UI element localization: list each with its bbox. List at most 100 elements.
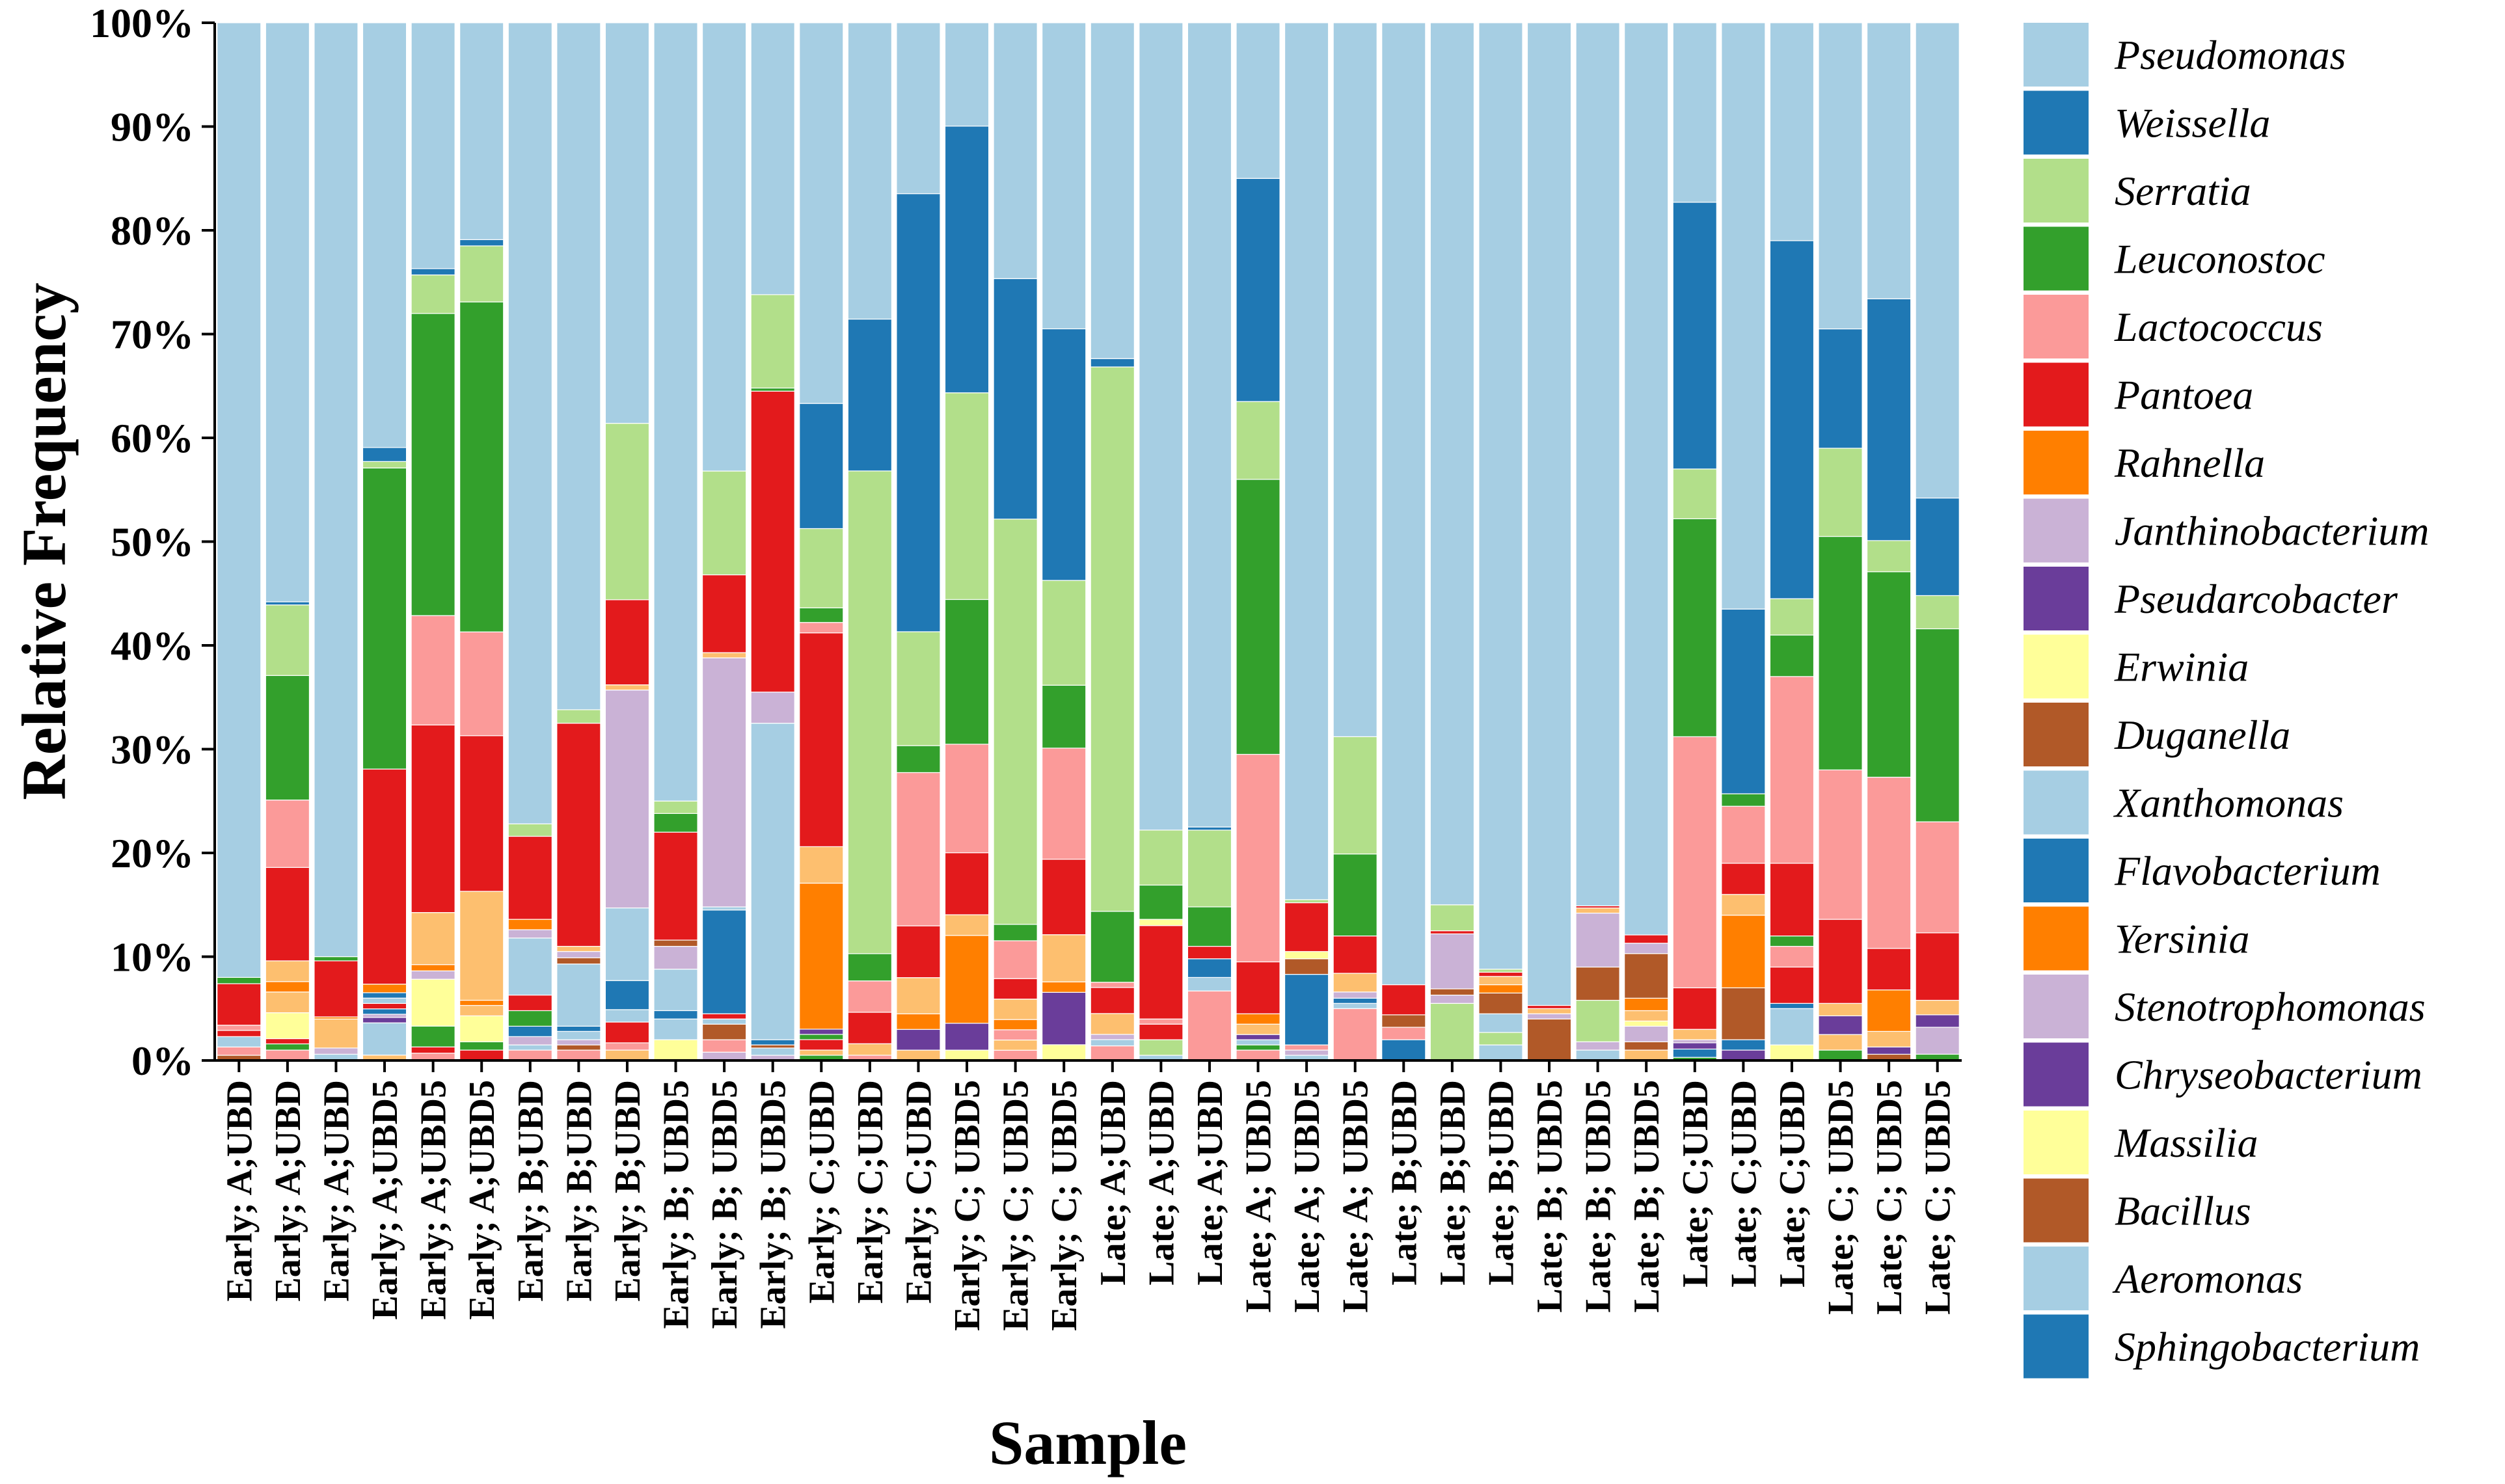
bar-17-segment-3: [1042, 934, 1087, 982]
x-tick-label: Early; B;UBD: [511, 1080, 551, 1302]
bar-0-segment-4: [217, 1025, 262, 1031]
bar-27-segment-3: [1526, 1005, 1572, 1009]
y-tick-label: 100%: [90, 0, 194, 46]
bar-29-segment-1: [1624, 1041, 1669, 1051]
legend-label: Chryseobacterium: [2115, 1052, 2422, 1098]
bar-9-segment-7: [653, 813, 698, 833]
bar-0-segment-3: [217, 1030, 262, 1037]
bar-33-segment-1: [1818, 1034, 1863, 1051]
bar-12-segment-8: [799, 622, 844, 634]
bar-14-segment-4: [896, 925, 941, 978]
bar-13-segment-4: [847, 953, 893, 982]
bar-20-segment-2: [1187, 958, 1232, 978]
bar-31-segment-0: [1721, 1049, 1766, 1061]
bar-35-segment-2: [1915, 1014, 1960, 1028]
bar-19-segment-3: [1139, 1018, 1184, 1025]
bar-16-segment-9: [993, 278, 1038, 520]
bar-3-segment-7: [362, 992, 407, 999]
bar-3-segment-8: [362, 984, 407, 993]
bar-12-segment-11: [799, 403, 844, 530]
bar-35-segment-3: [1915, 999, 1960, 1016]
x-tick-label: Early; C; UBD5: [996, 1080, 1036, 1331]
x-tick-label: Late; A; UBD5: [1239, 1080, 1279, 1313]
bar-30-segment-10: [1672, 22, 1717, 203]
bar-20-segment-0: [1187, 990, 1232, 1061]
bar-10-segment-2: [701, 1023, 747, 1040]
bar-11-segment-4: [750, 723, 795, 1040]
bar-6-segment-1: [508, 1044, 552, 1051]
bar-34-segment-6: [1866, 571, 1912, 778]
bar-32-segment-11: [1769, 22, 1815, 241]
x-tick-label: Late; C; UBD5: [1821, 1080, 1862, 1315]
bar-29-segment-3: [1624, 1020, 1669, 1027]
bar-23-segment-4: [1333, 973, 1377, 993]
bar-24-segment-0: [1381, 1039, 1426, 1061]
bar-30-segment-1: [1672, 1048, 1717, 1058]
bar-26-segment-0: [1478, 1044, 1523, 1061]
bar-6-segment-9: [508, 835, 552, 920]
bar-5-segment-2: [459, 1015, 504, 1042]
bar-24-segment-1: [1381, 1027, 1426, 1040]
bar-33-segment-7: [1818, 448, 1863, 537]
bar-16-segment-8: [993, 519, 1038, 925]
bar-18-segment-9: [1090, 22, 1135, 359]
bar-30-segment-6: [1672, 736, 1717, 988]
bar-4-segment-12: [411, 22, 455, 269]
bar-33-segment-6: [1818, 535, 1863, 771]
legend-swatch: [2024, 226, 2089, 291]
bar-13-segment-1: [847, 1043, 893, 1056]
y-ticks-group: 0% 10% 20% 30% 40% 50% 60% 70% 80% 90% 100%: [90, 0, 215, 1084]
x-tick-label: Late; B; UBD5: [1578, 1080, 1619, 1313]
x-tick-label: Late; A;UBD: [1141, 1080, 1182, 1286]
bar-22-segment-3: [1284, 974, 1329, 1046]
bar-14-segment-7: [896, 631, 941, 746]
bar-15-segment-1: [944, 1023, 990, 1051]
bar-4-segment-11: [411, 268, 455, 276]
bar-17-segment-6: [1042, 684, 1087, 749]
bar-8-segment-4: [604, 980, 650, 1010]
bar-11-segment-7: [750, 387, 795, 392]
bar-33-segment-0: [1818, 1049, 1863, 1061]
bar-6-segment-7: [508, 929, 552, 939]
bar-11-segment-6: [750, 390, 795, 693]
bar-25-segment-2: [1429, 988, 1475, 996]
legend-label: Duganella: [2114, 712, 2290, 758]
bar-2-segment-4: [314, 960, 359, 1018]
bar-4-segment-8: [411, 615, 455, 725]
bar-10-segment-3: [701, 1018, 747, 1025]
x-tick-label: Early; B; UBD5: [657, 1080, 697, 1329]
bar-4-segment-10: [411, 274, 455, 314]
bar-7-segment-0: [556, 1049, 601, 1061]
bar-21-segment-6: [1236, 961, 1280, 1014]
bar-26-segment-8: [1478, 22, 1523, 970]
bar-4-segment-7: [411, 724, 455, 913]
bar-7-segment-10: [556, 709, 601, 724]
bar-19-segment-5: [1139, 919, 1184, 926]
bar-32-segment-1: [1769, 1008, 1815, 1046]
legend-swatch: [2024, 1111, 2089, 1174]
bar-35-segment-7: [1915, 595, 1960, 630]
bar-17-segment-5: [1042, 748, 1087, 860]
bar-23-segment-2: [1333, 997, 1377, 1004]
bar-3-segment-3: [362, 1014, 407, 1018]
bar-3-segment-5: [362, 1003, 407, 1010]
bar-30-segment-9: [1672, 202, 1717, 470]
legend-label: Weissella: [2115, 100, 2270, 146]
bar-12-segment-3: [799, 1034, 844, 1040]
bar-22-segment-7: [1284, 899, 1329, 904]
bar-34-segment-1: [1866, 1046, 1912, 1055]
bar-31-segment-5: [1721, 863, 1766, 895]
x-tick-label: Early; B; UBD5: [705, 1080, 745, 1329]
bar-8-segment-8: [604, 599, 650, 686]
legend-swatch: [2024, 906, 2089, 971]
bar-5-segment-10: [459, 239, 504, 247]
bar-6-segment-10: [508, 823, 552, 837]
x-tick-label: Late; B; UBD5: [1530, 1080, 1570, 1313]
bar-9-segment-5: [653, 939, 698, 947]
x-tick-label: Early; A;UBD: [219, 1080, 260, 1302]
bar-19-segment-8: [1139, 22, 1184, 831]
bar-19-segment-6: [1139, 884, 1184, 920]
bar-13-segment-5: [847, 470, 893, 954]
bar-5-segment-9: [459, 245, 504, 303]
